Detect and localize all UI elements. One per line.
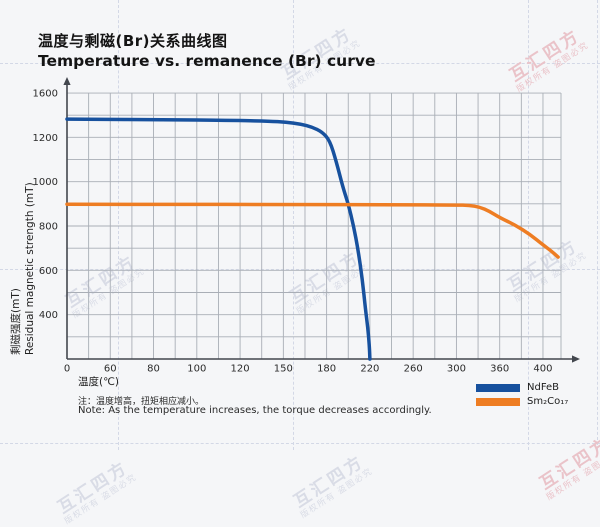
chart-canvas: 0 60 80 100 120 150 180 220 260 300 360 400 400 600 80… <box>33 77 580 375</box>
x-tick-label: 60 <box>104 364 117 375</box>
x-tick-label: 260 <box>404 364 423 375</box>
guide-line-vertical <box>528 0 529 450</box>
y-tick-label: 800 <box>39 222 58 233</box>
legend-swatch-ndfeb <box>476 383 520 392</box>
guide-line-vertical <box>293 0 294 450</box>
x-tick-labels: 0 60 80 100 120 150 180 220 260 300 360 400 <box>64 364 553 375</box>
y-axis-arrow <box>63 77 71 85</box>
guide-line-horizontal <box>0 443 600 444</box>
y-tick-label: 1200 <box>33 133 58 144</box>
x-axis-arrow <box>572 355 580 363</box>
x-tick-label: 150 <box>274 364 293 375</box>
legend-item-ndfeb: NdFeB <box>476 381 568 394</box>
chart-title-zh: 温度与剩磁(Br)关系曲线图 <box>38 32 228 50</box>
footnote-zh: 注：温度增高，扭矩相应减小。 <box>78 397 205 407</box>
x-tick-label: 400 <box>533 364 552 375</box>
watermark-text: 互汇四方 版权所有 盗图必究 <box>54 457 139 527</box>
ndfeb-curve <box>65 117 372 361</box>
x-axis-title: 温度(℃) <box>78 376 119 388</box>
x-tick-label: 100 <box>187 364 206 375</box>
legend-label-ndfeb: NdFeB <box>527 381 560 393</box>
guide-line-vertical <box>118 0 119 450</box>
footnote-en: Note: As the temperature increases, the … <box>78 405 432 416</box>
axes <box>63 77 580 363</box>
sm2co17-curve <box>65 202 560 259</box>
guide-line-vertical <box>597 0 598 450</box>
y-tick-label: 1000 <box>33 177 58 188</box>
x-tick-label: 300 <box>447 364 466 375</box>
legend: NdFeB Sm₂Co₁₇ <box>476 381 568 409</box>
y-tick-label: 400 <box>39 310 58 321</box>
x-tick-label: 180 <box>317 364 336 375</box>
y-tick-label: 600 <box>39 266 58 277</box>
x-tick-label: 80 <box>147 364 160 375</box>
y-axis-title-zh: 剩磁强度(mT) <box>10 288 22 355</box>
chart-title-en: Temperature vs. remanence (Br) curve <box>38 52 376 70</box>
y-axis-title-en: Residual magnetic strength (mT) <box>24 182 36 355</box>
x-tick-label: 220 <box>360 364 379 375</box>
x-tick-label: 120 <box>231 364 250 375</box>
watermark-text: 互汇四方 版权所有 盗图必究 <box>290 451 375 521</box>
grid-lines <box>66 92 562 360</box>
x-tick-label: 0 <box>64 364 70 375</box>
y-tick-labels: 400 600 800 1000 1200 1600 <box>33 89 58 322</box>
guide-line-horizontal <box>0 63 600 64</box>
legend-label-sm2co17: Sm₂Co₁₇ <box>527 395 569 407</box>
x-tick-label: 360 <box>490 364 509 375</box>
legend-swatch-sm2co17 <box>476 397 520 406</box>
y-tick-label: 1600 <box>33 89 58 100</box>
guide-line-horizontal <box>0 269 600 270</box>
legend-item-sm2co17: Sm₂Co₁₇ <box>476 395 568 408</box>
